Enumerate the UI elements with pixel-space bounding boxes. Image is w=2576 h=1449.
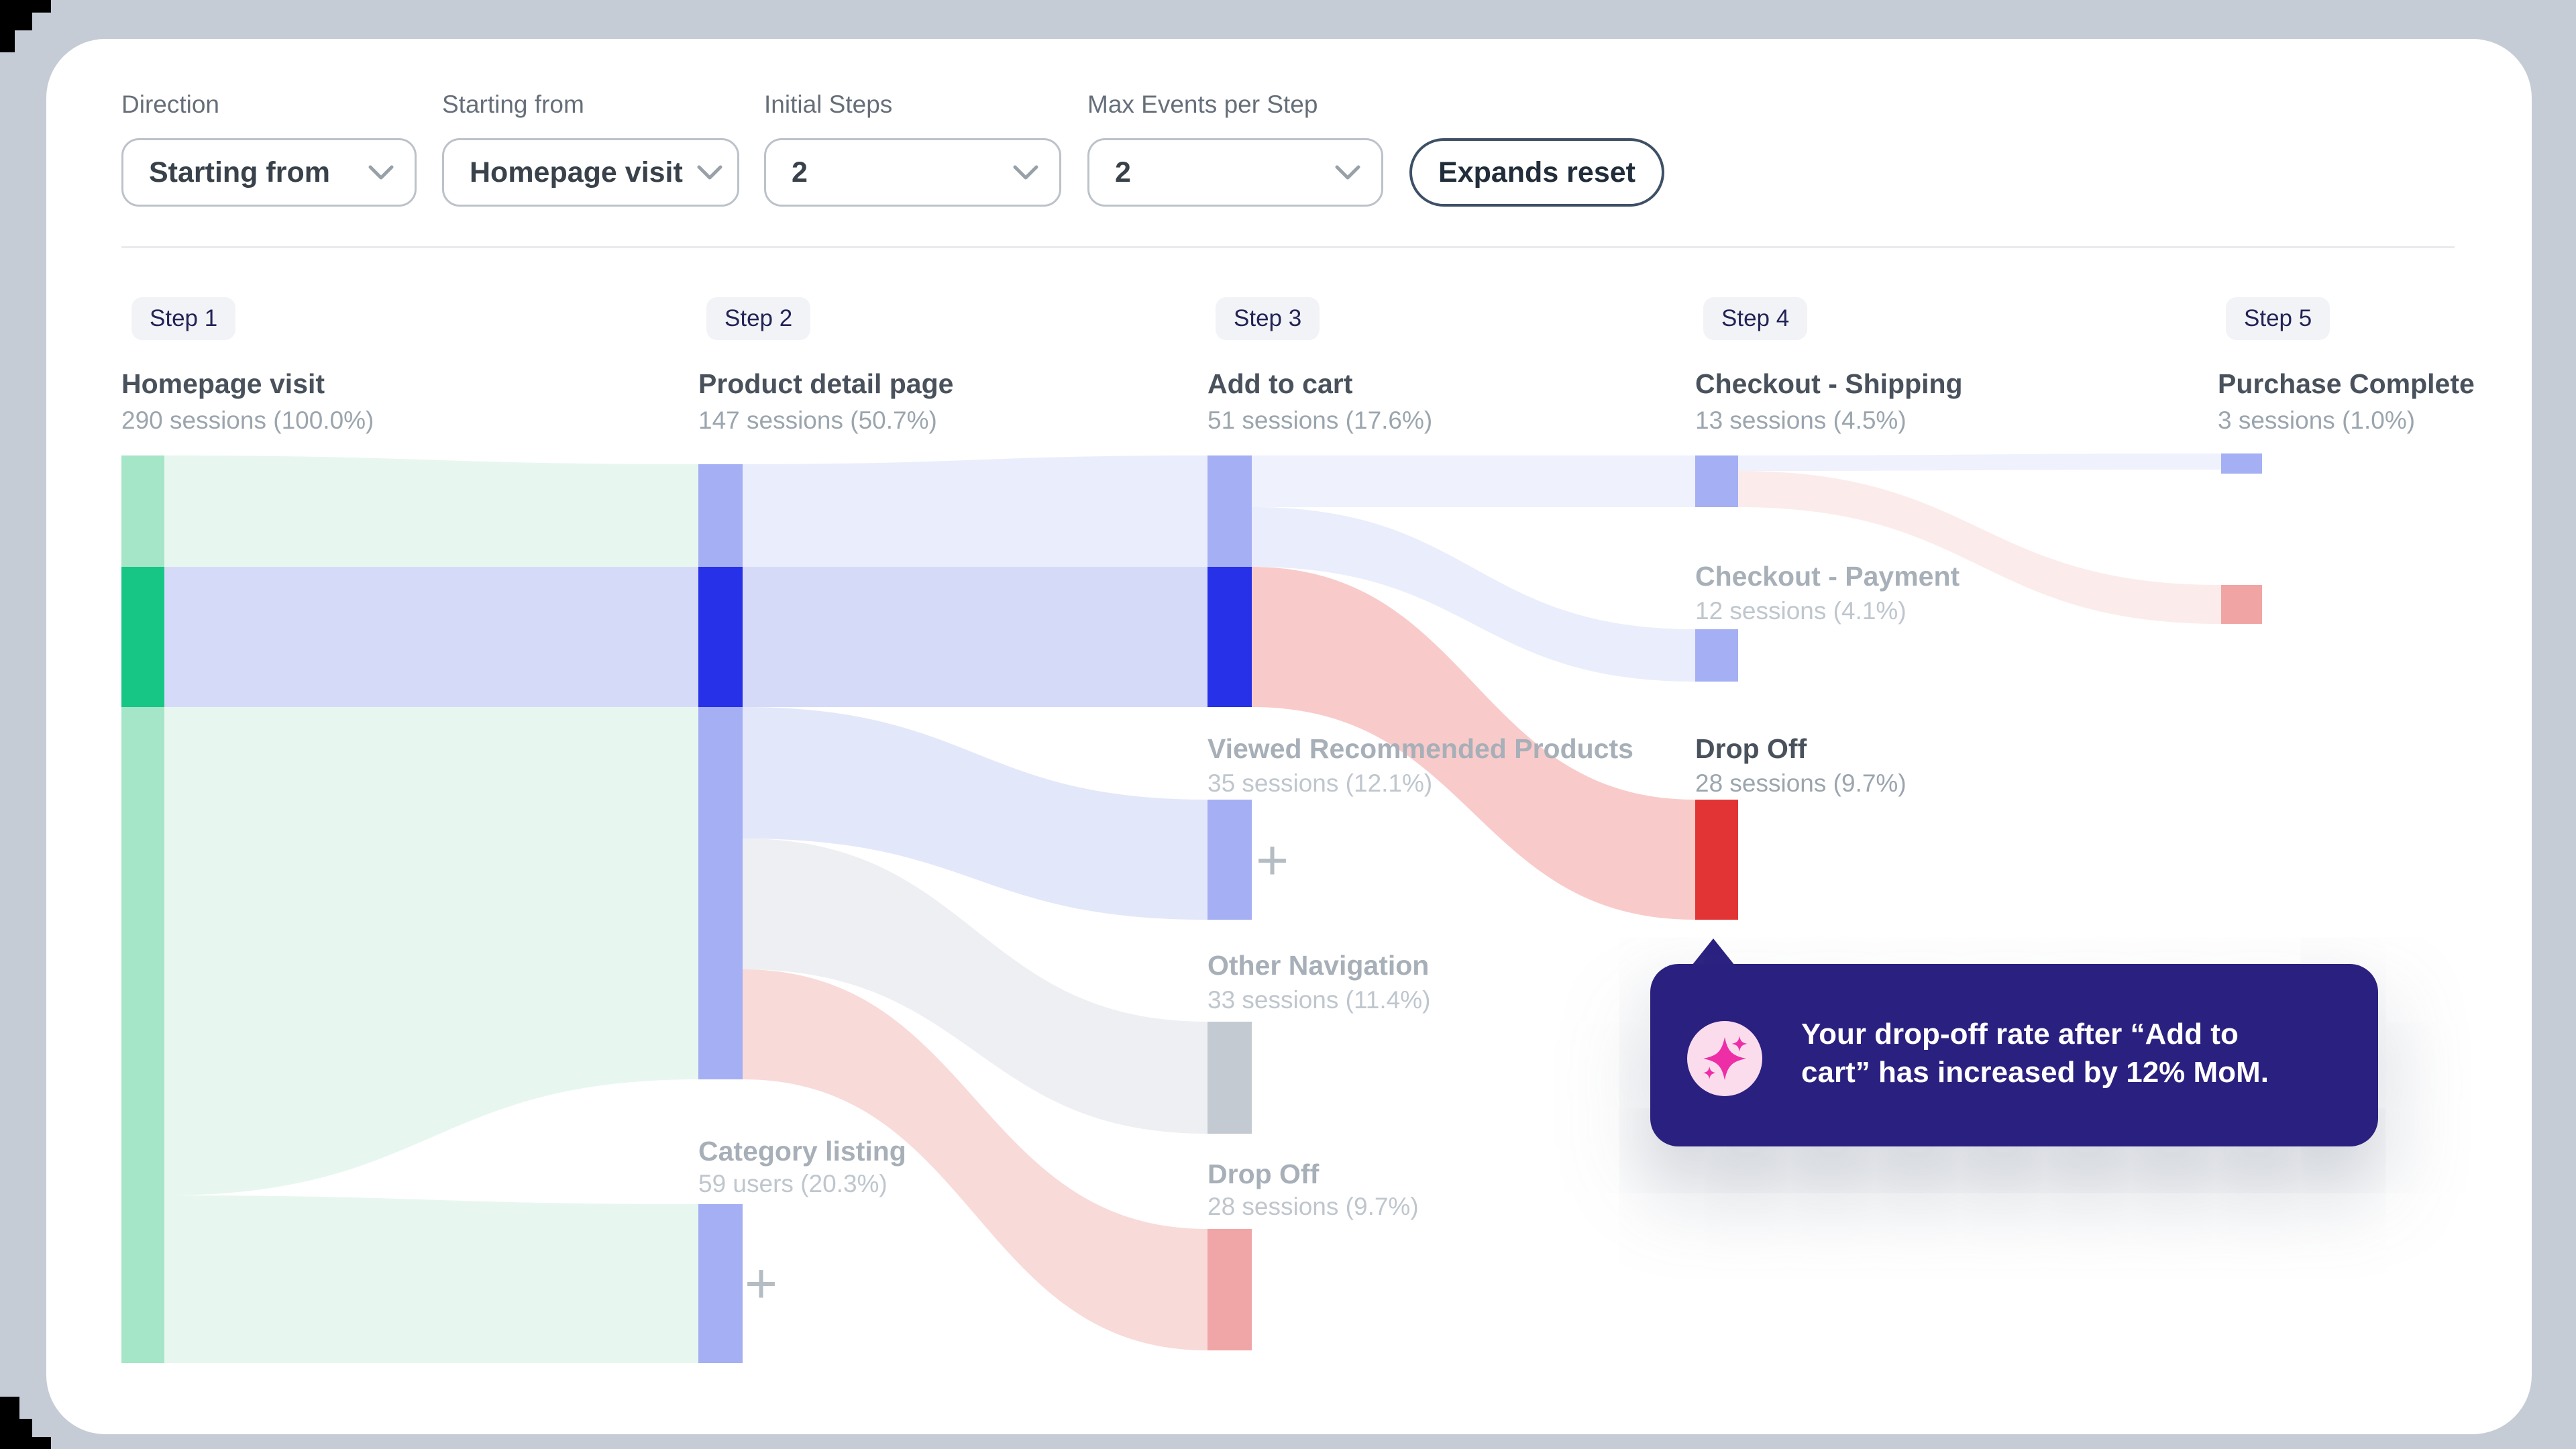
- node-product-detail[interactable]: [698, 464, 743, 1079]
- starting-from-label: Starting from: [442, 91, 584, 118]
- flow-homepage-to-product-lower: [164, 707, 698, 1195]
- starting-from-select[interactable]: Homepage visit: [442, 138, 739, 207]
- direction-select[interactable]: Starting from: [121, 138, 417, 207]
- insight-tooltip: [1650, 964, 2378, 1146]
- node-homepage-visit-highlight[interactable]: [121, 567, 164, 707]
- chevron-down-icon: [368, 165, 394, 180]
- chevron-down-icon: [1335, 165, 1360, 180]
- expand-viewed-recommended-button[interactable]: +: [1256, 828, 1289, 892]
- step-4-subtitle: 13 sessions (4.5%): [1695, 407, 1907, 434]
- header-divider: [121, 246, 2455, 248]
- node-dropoff-step5[interactable]: [2221, 585, 2262, 624]
- step-1-badge: Step 1: [131, 297, 236, 340]
- step-1-title: Homepage visit: [121, 368, 325, 399]
- flow-product-to-viewed-recommended: [743, 707, 1208, 920]
- checkout-payment-title: Checkout - Payment: [1695, 561, 1960, 592]
- expands-reset-button[interactable]: Expands reset: [1409, 138, 1664, 207]
- step-4-title: Checkout - Shipping: [1695, 368, 1963, 399]
- max-events-value: 2: [1115, 156, 1131, 189]
- node-viewed-recommended[interactable]: [1208, 800, 1252, 920]
- flow-product-to-addtocart-highlighted: [743, 567, 1208, 707]
- direction-label: Direction: [121, 91, 219, 118]
- chevron-down-icon: [697, 165, 722, 180]
- initial-steps-value: 2: [792, 156, 808, 189]
- node-dropoff-step4[interactable]: [1695, 800, 1738, 920]
- node-other-navigation[interactable]: [1208, 1022, 1252, 1134]
- starting-from-value: Homepage visit: [470, 156, 683, 189]
- dropoff-step3-title: Drop Off: [1208, 1159, 1320, 1189]
- flow-shipping-to-dropoff: [1738, 471, 2221, 624]
- step-5-badge: Step 5: [2226, 297, 2330, 340]
- node-checkout-payment[interactable]: [1695, 629, 1738, 682]
- flow-addtocart-to-shipping: [1252, 455, 1695, 507]
- step-3-badge: Step 3: [1216, 297, 1320, 340]
- flow-homepage-to-product-highlighted: [164, 567, 698, 707]
- dropoff-step3-subtitle: 28 sessions (9.7%): [1208, 1193, 1419, 1220]
- node-product-detail-highlight[interactable]: [698, 567, 743, 707]
- category-listing-subtitle: 59 users (20.3%): [698, 1170, 888, 1197]
- direction-value: Starting from: [149, 156, 330, 189]
- node-category-listing[interactable]: [698, 1204, 743, 1363]
- step-3-subtitle: 51 sessions (17.6%): [1208, 407, 1433, 434]
- chevron-down-icon: [1013, 165, 1038, 180]
- max-events-select[interactable]: 2: [1087, 138, 1383, 207]
- initial-steps-select[interactable]: 2: [764, 138, 1061, 207]
- step-4-badge: Step 4: [1703, 297, 1808, 340]
- step-2-subtitle: 147 sessions (50.7%): [698, 407, 937, 434]
- dropoff-step4-subtitle: 28 sessions (9.7%): [1695, 769, 1907, 797]
- initial-steps-label: Initial Steps: [764, 91, 893, 118]
- flow-product-to-other-navigation: [743, 839, 1208, 1134]
- expand-category-listing-button[interactable]: +: [745, 1252, 778, 1315]
- flow-product-to-addtocart-upper: [743, 455, 1208, 567]
- other-navigation-title: Other Navigation: [1208, 950, 1430, 981]
- node-checkout-shipping[interactable]: [1695, 455, 1738, 507]
- viewed-recommended-title: Viewed Recommended Products: [1208, 733, 1633, 764]
- flow-homepage-to-category: [164, 1195, 698, 1363]
- category-listing-title: Category listing: [698, 1136, 906, 1167]
- node-purchase-complete[interactable]: [2221, 453, 2262, 474]
- flow-product-to-dropoff: [743, 969, 1208, 1350]
- step-5-title: Purchase Complete: [2218, 368, 2475, 399]
- step-3-title: Add to cart: [1208, 368, 1353, 399]
- checkout-payment-subtitle: 12 sessions (4.1%): [1695, 597, 1907, 625]
- max-events-label: Max Events per Step: [1087, 91, 1318, 118]
- step-2-title: Product detail page: [698, 368, 954, 399]
- dropoff-step4-title: Drop Off: [1695, 733, 1807, 764]
- sparkle-icon: [1687, 1021, 1762, 1096]
- viewed-recommended-subtitle: 35 sessions (12.1%): [1208, 769, 1433, 797]
- other-navigation-subtitle: 33 sessions (11.4%): [1208, 986, 1431, 1014]
- step-1-subtitle: 290 sessions (100.0%): [121, 407, 374, 434]
- step-2-badge: Step 2: [706, 297, 811, 340]
- flow-addtocart-to-payment: [1252, 507, 1695, 682]
- flow-addtocart-to-dropoff: [1252, 567, 1695, 920]
- step-5-subtitle: 3 sessions (1.0%): [2218, 407, 2416, 434]
- flow-shipping-to-purchase: [1738, 453, 2221, 471]
- node-add-to-cart-highlight[interactable]: [1208, 567, 1252, 707]
- node-dropoff-step3[interactable]: [1208, 1229, 1252, 1350]
- flow-homepage-to-product-upper: [164, 455, 698, 567]
- tooltip-arrow: [1692, 938, 1735, 965]
- insight-tooltip-text: Your drop-off rate after “Add to cart” h…: [1801, 1018, 2269, 1089]
